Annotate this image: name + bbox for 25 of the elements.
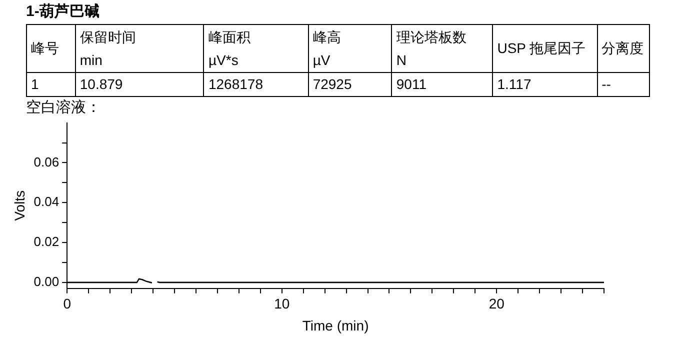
text: 1.117 (492, 72, 598, 96)
text: 峰高 µV (308, 24, 392, 72)
y-tick-label: 0.04 (34, 194, 60, 210)
text: 峰号 (26, 24, 76, 72)
text: 分离度 (597, 24, 650, 72)
text: 1 (26, 72, 76, 96)
text: 峰面积 µV*s (204, 24, 308, 72)
text: 1-葫芦巴碱 (26, 2, 100, 22)
text: USP 拖尾因子 (492, 24, 598, 72)
y-tick-label: 0.02 (34, 234, 60, 250)
x-tick-label: 20 (488, 296, 505, 312)
text: -- (597, 72, 650, 96)
x-axis-title: Time (min) (302, 317, 369, 334)
text: 理论塔板数 N (392, 24, 493, 72)
y-tick-label: 0.00 (34, 274, 60, 289)
text: 保留时间 min (75, 24, 204, 72)
y-axis-title: Volts (11, 190, 28, 221)
text: 10.879 (75, 72, 204, 96)
text: 1268178 (204, 72, 308, 96)
y-tick-label: 0.06 (34, 154, 60, 170)
x-tick-label: 0 (63, 296, 72, 312)
x-tick-label: 10 (274, 296, 290, 312)
chart-title: 空白溶液： (26, 98, 101, 117)
text: 72925 (308, 72, 392, 96)
text: 9011 (392, 72, 493, 96)
